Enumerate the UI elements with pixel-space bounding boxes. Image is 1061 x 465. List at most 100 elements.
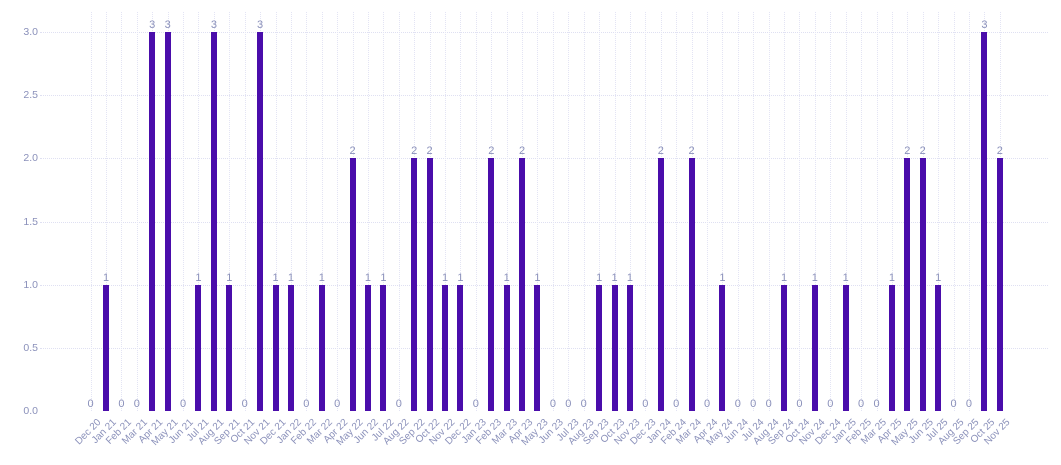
bar-value-label: 0 <box>241 398 248 410</box>
x-gridline <box>90 12 92 411</box>
bar-value-label: 2 <box>919 145 926 158</box>
bar-value-label: 1 <box>935 271 942 284</box>
x-gridline <box>768 12 770 411</box>
bar <box>380 284 387 411</box>
bar <box>103 284 109 411</box>
bar-value-label: 2 <box>904 145 911 158</box>
bar-value-label: 2 <box>657 145 664 158</box>
y-gridline <box>40 284 1048 286</box>
bar-value-label: 3 <box>149 19 156 31</box>
bar-value-label: 0 <box>549 398 556 410</box>
bar <box>996 158 1003 411</box>
y-axis-tick-label: 0.0 <box>23 405 38 417</box>
bar-value-label: 1 <box>318 271 325 284</box>
x-gridline <box>707 12 708 411</box>
bar-value-label: 0 <box>179 398 187 410</box>
bar-value-label: 0 <box>472 398 479 410</box>
y-axis-tick-label: 1.0 <box>23 278 38 291</box>
bar-value-label: 1 <box>272 271 279 284</box>
bar-value-label: 0 <box>118 398 125 410</box>
bar-value-label: 1 <box>441 271 449 284</box>
bar-value-label: 0 <box>873 398 880 410</box>
bar <box>781 284 788 411</box>
bar-value-label: 1 <box>611 271 618 284</box>
x-gridline <box>398 12 400 411</box>
x-gridline <box>722 12 724 411</box>
bar <box>349 158 356 411</box>
bar-value-label: 0 <box>334 398 341 410</box>
y-gridline <box>40 95 1048 97</box>
bar <box>534 284 541 411</box>
bar-value-label: 1 <box>888 271 895 284</box>
x-gridline <box>183 12 185 411</box>
bar <box>981 32 988 411</box>
x-gridline <box>367 12 369 411</box>
bar-value-label: 2 <box>996 145 1003 158</box>
x-gridline <box>799 12 801 411</box>
x-gridline <box>830 12 832 411</box>
x-gridline <box>460 12 462 411</box>
bar-value-label: 0 <box>673 398 680 410</box>
x-gridline <box>321 12 323 411</box>
bar-value-label: 1 <box>780 271 788 284</box>
bar <box>210 32 217 411</box>
x-gridline <box>106 12 107 411</box>
bar <box>226 284 233 411</box>
bar <box>611 284 618 411</box>
bar <box>842 284 849 411</box>
y-gridline <box>40 32 1048 33</box>
x-gridline <box>506 12 508 411</box>
x-gridline <box>599 12 601 411</box>
bar-value-label: 3 <box>981 19 988 31</box>
x-gridline <box>445 12 447 411</box>
bar-value-label: 0 <box>965 398 973 410</box>
x-gridline <box>891 12 893 411</box>
x-gridline <box>568 12 570 411</box>
y-gridline <box>40 347 1048 349</box>
x-gridline <box>784 12 786 411</box>
bar-value-label: 0 <box>580 398 587 410</box>
bar <box>919 158 926 411</box>
bar-value-label: 3 <box>164 19 171 31</box>
bar <box>935 284 942 411</box>
x-gridline <box>475 12 477 411</box>
x-gridline <box>614 12 616 411</box>
x-gridline <box>537 12 539 411</box>
bar-value-label: 2 <box>519 145 526 158</box>
bar-value-label: 1 <box>842 271 849 284</box>
bar-value-label: 1 <box>380 271 387 284</box>
bar-value-label: 3 <box>257 19 264 31</box>
x-gridline <box>290 12 292 411</box>
x-gridline <box>676 12 678 411</box>
x-gridline <box>968 12 970 411</box>
bar <box>904 158 911 411</box>
x-gridline <box>876 12 878 411</box>
bar-value-label: 0 <box>950 398 957 410</box>
bar <box>411 158 418 411</box>
x-gridline <box>645 12 647 411</box>
bar-value-label: 1 <box>364 271 372 284</box>
bar-value-label: 0 <box>642 398 649 410</box>
bar <box>811 284 818 411</box>
bar <box>888 284 895 411</box>
x-gridline <box>629 12 631 411</box>
bar-value-label: 0 <box>87 398 94 410</box>
bar <box>596 284 603 411</box>
bar <box>318 284 325 411</box>
bar-value-label: 3 <box>210 19 217 31</box>
x-gridline <box>861 12 863 411</box>
bar-value-label: 1 <box>195 271 202 284</box>
y-axis-tick-label: 2.5 <box>23 89 38 102</box>
x-gridline <box>552 12 554 411</box>
bar-value-label: 0 <box>858 398 865 410</box>
x-gridline <box>198 12 200 411</box>
bar-value-label: 0 <box>734 398 741 410</box>
x-gridline <box>121 12 123 411</box>
bar <box>626 284 633 411</box>
bar <box>442 284 449 411</box>
bar <box>488 158 495 411</box>
bar <box>287 284 294 411</box>
bar-value-label: 1 <box>534 271 541 284</box>
bar-value-label: 0 <box>303 398 310 410</box>
bar-value-label: 0 <box>765 398 772 410</box>
